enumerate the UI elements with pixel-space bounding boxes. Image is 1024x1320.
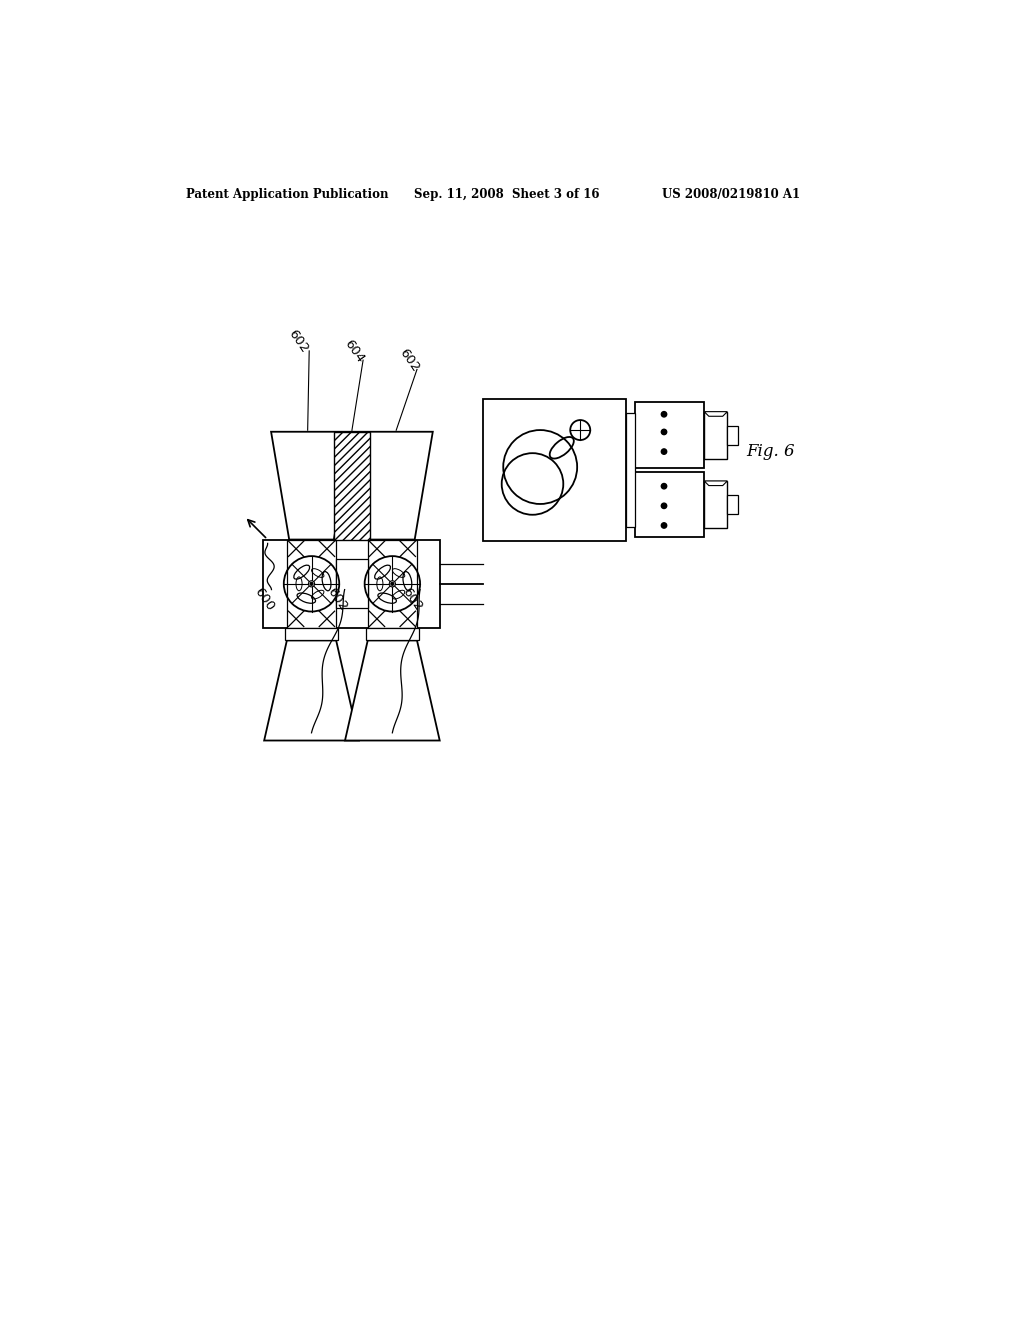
Circle shape	[662, 503, 667, 508]
Circle shape	[308, 581, 314, 587]
Bar	[263, 540, 440, 628]
Circle shape	[310, 582, 313, 585]
Polygon shape	[705, 412, 727, 416]
Text: 602: 602	[399, 585, 425, 612]
Polygon shape	[352, 432, 433, 540]
Bar	[334, 432, 370, 540]
Bar	[336, 560, 368, 609]
Bar	[287, 540, 336, 628]
Circle shape	[662, 523, 667, 528]
Text: 602: 602	[396, 346, 422, 374]
Bar	[626, 413, 635, 527]
Circle shape	[389, 581, 395, 587]
Circle shape	[391, 582, 394, 585]
Polygon shape	[264, 640, 358, 741]
Bar	[635, 403, 705, 469]
Polygon shape	[705, 480, 727, 486]
Bar	[727, 426, 738, 445]
Text: Fig. 6: Fig. 6	[746, 442, 796, 459]
Text: 602: 602	[286, 327, 311, 355]
Text: 602: 602	[325, 585, 349, 612]
Text: US 2008/0219810 A1: US 2008/0219810 A1	[662, 187, 800, 201]
Polygon shape	[271, 432, 352, 540]
Bar	[368, 540, 417, 628]
Polygon shape	[345, 640, 439, 741]
Text: Patent Application Publication: Patent Application Publication	[186, 187, 388, 201]
Text: 600: 600	[251, 585, 276, 612]
Bar	[705, 412, 727, 459]
Bar	[727, 495, 738, 513]
Bar	[286, 628, 338, 640]
Circle shape	[662, 412, 667, 417]
Circle shape	[662, 449, 667, 454]
Bar	[705, 480, 727, 528]
Bar	[483, 399, 626, 541]
Bar	[367, 628, 419, 640]
Circle shape	[662, 483, 667, 488]
Bar	[635, 471, 705, 537]
Circle shape	[662, 429, 667, 434]
Text: Sep. 11, 2008  Sheet 3 of 16: Sep. 11, 2008 Sheet 3 of 16	[414, 187, 599, 201]
Text: 604: 604	[341, 337, 367, 364]
